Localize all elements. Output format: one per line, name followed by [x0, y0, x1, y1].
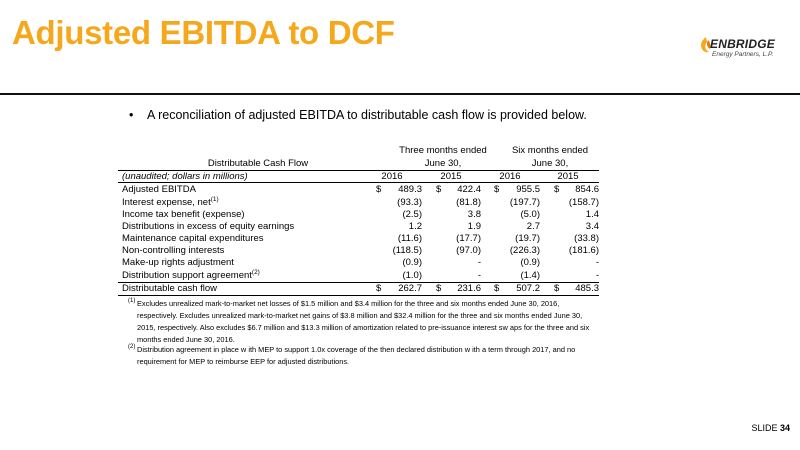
table-cell: (5.0)	[520, 209, 540, 220]
table-rule-header	[118, 182, 599, 183]
bullet-dot: •	[129, 108, 134, 122]
group-header-three-months: Three months ended	[399, 145, 487, 156]
year-header: 2016	[499, 171, 521, 182]
table-cell: 231.6	[457, 283, 481, 294]
row-label: Distributable cash flow	[122, 283, 218, 294]
row-label: Interest expense, net(1)	[122, 196, 219, 208]
enbridge-logo: ENBRIDGE Energy Partners, L.P.	[698, 37, 792, 62]
table-cell: (158.7)	[568, 197, 599, 208]
currency-symbol: $	[554, 283, 560, 294]
footnote-text: Excludes unrealized mark-to-market net l…	[137, 299, 590, 344]
row-label: Income tax benefit (expense)	[122, 209, 245, 220]
table-cell: (0.9)	[402, 257, 422, 268]
row-label: Maintenance capital expenditures	[122, 233, 264, 244]
table-cell: (1.0)	[402, 270, 422, 281]
table-row: Adjusted EBITDA $489.3 $422.4 $955.5 $854.6	[118, 184, 599, 196]
table-rule-top	[118, 170, 599, 171]
group-header-six-months-date: June 30,	[531, 158, 569, 169]
currency-symbol: $	[494, 283, 500, 294]
table-cell: (93.3)	[397, 197, 422, 208]
table-cell: (181.6)	[568, 245, 599, 256]
table-cell: (226.3)	[509, 245, 540, 256]
table-cell: (197.7)	[509, 197, 540, 208]
year-header: 2015	[557, 171, 579, 182]
table-cell: -	[477, 270, 481, 281]
table-cell: (17.7)	[456, 233, 481, 244]
table-cell: -	[595, 257, 599, 268]
slide-number: SLIDE 34	[751, 423, 790, 433]
currency-symbol: $	[436, 184, 442, 195]
year-header: 2015	[440, 171, 462, 182]
table-row: Maintenance capital expenditures (11.6) (1…	[118, 233, 599, 245]
table-cell: (19.7)	[515, 233, 540, 244]
row-label: Non-controlling interests	[122, 245, 225, 256]
intro-bullet: • A reconciliation of adjusted EBITDA to …	[129, 108, 587, 122]
table-cell: 1.4	[585, 209, 599, 220]
footnote-ref: (2)	[251, 269, 260, 276]
table-cell: (118.5)	[392, 245, 422, 256]
table-cell: 489.3	[398, 184, 422, 195]
table-cell: 507.2	[516, 283, 540, 294]
group-header-three-months-date: June 30,	[424, 158, 462, 169]
currency-symbol: $	[494, 184, 500, 195]
footnote-number: (1)	[128, 298, 136, 304]
table-cell: 3.4	[585, 221, 599, 232]
table-row: Make-up rights adjustment (0.9) - (0.9) -	[118, 257, 599, 269]
table-cell: 955.5	[516, 184, 540, 195]
table-row: Income tax benefit (expense) (2.5) 3.8 (5.0…	[118, 209, 599, 221]
table-label-header: Distributable Cash Flow	[207, 158, 309, 169]
units-label: (unaudited; dollars in millions)	[122, 171, 248, 182]
row-label: Make-up rights adjustment	[122, 257, 234, 268]
year-header: 2016	[381, 171, 403, 182]
table-cell: (11.6)	[397, 233, 422, 244]
table-row: Interest expense, net(1) (93.3) (81.8) (197…	[118, 196, 599, 209]
table-row: Distributable cash flow $262.7 $231.6 $507.…	[118, 283, 599, 295]
table-cell: 1.2	[408, 221, 422, 232]
currency-symbol: $	[436, 283, 442, 294]
table-cell: 854.6	[575, 184, 599, 195]
table-row: Non-controlling interests (118.5) (97.0) (2…	[118, 245, 599, 257]
table-cell: (0.9)	[520, 257, 540, 268]
table-row: Distributions in excess of equity earnin…	[118, 221, 599, 233]
slide-label: SLIDE	[751, 423, 778, 433]
table-rule-total	[118, 282, 599, 283]
slide-title: Adjusted EBITDA to DCF	[12, 14, 395, 51]
footnote-number: (2)	[128, 344, 136, 350]
row-label: Distribution support agreement(2)	[122, 269, 260, 281]
currency-symbol: $	[376, 184, 382, 195]
header-divider	[0, 93, 800, 95]
table-cell: 485.3	[575, 283, 599, 294]
intro-text: A reconciliation of adjusted EBITDA to d…	[147, 108, 587, 122]
row-label: Distributions in excess of equity earnin…	[122, 221, 295, 232]
currency-symbol: $	[376, 283, 382, 294]
units-row: (unaudited; dollars in millions) 2016 20…	[118, 171, 599, 183]
table-cell: 2.7	[526, 221, 540, 232]
table-cell: -	[477, 257, 481, 268]
group-header-six-months: Six months ended	[511, 145, 589, 156]
footnote-ref: (1)	[210, 196, 219, 203]
logo-subtitle: Energy Partners, L.P.	[712, 51, 774, 58]
logo-name: ENBRIDGE	[710, 37, 775, 51]
table-cell: (81.8)	[456, 197, 481, 208]
table-cell: 262.7	[398, 283, 422, 294]
table-cell: 1.9	[467, 221, 481, 232]
slide-number-value: 34	[779, 423, 790, 433]
table-cell: (33.8)	[574, 233, 599, 244]
table-row: Distribution support agreement(2) (1.0) - (…	[118, 269, 599, 282]
table-rule-bottom	[118, 295, 599, 296]
enbridge-flame-icon	[701, 37, 711, 53]
footnote-text: Distribution agreement in place w ith ME…	[137, 345, 576, 366]
table-cell: 3.8	[467, 209, 481, 220]
table-cell: (1.4)	[520, 270, 540, 281]
table-cell: -	[595, 270, 599, 281]
table-cell: 422.4	[457, 184, 481, 195]
table-cell: (2.5)	[402, 209, 422, 220]
currency-symbol: $	[554, 184, 560, 195]
table-cell: (97.0)	[456, 245, 481, 256]
row-label: Adjusted EBITDA	[122, 184, 196, 195]
